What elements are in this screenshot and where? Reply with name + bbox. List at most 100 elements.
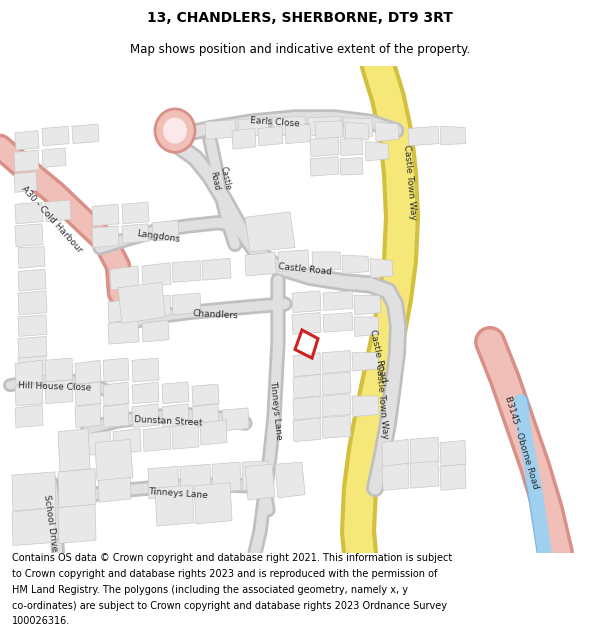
Text: Tinneys Lane: Tinneys Lane (148, 487, 208, 500)
Polygon shape (322, 372, 351, 395)
Polygon shape (155, 485, 194, 526)
Text: School Drive: School Drive (41, 494, 58, 552)
Polygon shape (18, 246, 45, 268)
Polygon shape (315, 121, 343, 139)
Polygon shape (103, 382, 129, 406)
Polygon shape (292, 312, 321, 334)
Text: Castle Town Way: Castle Town Way (402, 144, 418, 221)
Polygon shape (278, 250, 309, 271)
Text: Hill House Close: Hill House Close (18, 381, 92, 392)
Polygon shape (343, 118, 373, 138)
Polygon shape (238, 118, 269, 137)
Polygon shape (408, 126, 439, 146)
Polygon shape (375, 122, 399, 141)
Polygon shape (382, 439, 409, 466)
Polygon shape (142, 295, 171, 317)
Polygon shape (194, 482, 232, 524)
Polygon shape (18, 291, 47, 315)
Polygon shape (18, 356, 47, 377)
Polygon shape (132, 404, 159, 428)
Polygon shape (118, 282, 165, 324)
Polygon shape (352, 352, 379, 371)
Polygon shape (95, 439, 133, 481)
Text: 100026316.: 100026316. (12, 616, 70, 625)
Polygon shape (58, 504, 96, 543)
Polygon shape (323, 312, 353, 332)
Polygon shape (162, 382, 189, 404)
Polygon shape (192, 404, 219, 428)
Polygon shape (58, 429, 90, 472)
Polygon shape (14, 172, 37, 192)
Polygon shape (72, 124, 99, 144)
Polygon shape (15, 360, 43, 384)
Polygon shape (310, 157, 339, 176)
Polygon shape (354, 317, 379, 336)
Text: Castle Road: Castle Road (368, 329, 388, 383)
Text: Langdons: Langdons (136, 229, 180, 244)
Polygon shape (323, 291, 353, 311)
Polygon shape (245, 464, 275, 500)
Polygon shape (202, 259, 231, 280)
Polygon shape (242, 461, 269, 490)
Polygon shape (310, 137, 339, 157)
Polygon shape (108, 320, 139, 344)
Text: Chandlers: Chandlers (192, 309, 238, 321)
Polygon shape (352, 396, 379, 417)
Polygon shape (82, 431, 111, 456)
Polygon shape (45, 358, 73, 382)
Polygon shape (162, 404, 189, 428)
Text: Tinneys Lane: Tinneys Lane (268, 380, 284, 440)
Polygon shape (308, 116, 341, 136)
Polygon shape (180, 464, 211, 496)
Polygon shape (172, 261, 201, 282)
Polygon shape (142, 320, 169, 342)
Polygon shape (98, 468, 131, 502)
Polygon shape (58, 469, 96, 508)
Polygon shape (132, 358, 159, 382)
Polygon shape (92, 226, 119, 248)
Polygon shape (293, 374, 321, 398)
Polygon shape (103, 404, 129, 428)
Polygon shape (340, 158, 363, 175)
Polygon shape (322, 416, 351, 438)
Polygon shape (12, 508, 56, 546)
Text: co-ordinates) are subject to Crown copyright and database rights 2023 Ordnance S: co-ordinates) are subject to Crown copyr… (12, 601, 447, 611)
Polygon shape (75, 404, 101, 428)
Polygon shape (322, 394, 351, 417)
Polygon shape (410, 438, 439, 464)
Polygon shape (143, 426, 171, 451)
Circle shape (163, 118, 187, 144)
Polygon shape (440, 126, 466, 145)
Polygon shape (45, 200, 71, 222)
Polygon shape (192, 384, 219, 406)
Text: Dunstan Street: Dunstan Street (134, 414, 202, 428)
Polygon shape (18, 269, 46, 291)
Polygon shape (245, 252, 276, 276)
Text: to Crown copyright and database rights 2023 and is reproduced with the permissio: to Crown copyright and database rights 2… (12, 569, 437, 579)
Polygon shape (410, 461, 439, 488)
Polygon shape (245, 212, 295, 252)
Polygon shape (110, 266, 139, 290)
Polygon shape (15, 383, 43, 406)
Polygon shape (103, 358, 129, 382)
Text: Earls Close: Earls Close (250, 116, 300, 128)
Polygon shape (312, 252, 341, 271)
Polygon shape (345, 122, 369, 141)
Polygon shape (292, 291, 321, 312)
Polygon shape (205, 120, 236, 139)
Polygon shape (42, 126, 69, 146)
Polygon shape (15, 224, 43, 246)
Text: A30 - Cold Harbour: A30 - Cold Harbour (20, 184, 84, 254)
Polygon shape (142, 262, 171, 287)
Circle shape (155, 109, 195, 152)
Text: Map shows position and indicative extent of the property.: Map shows position and indicative extent… (130, 42, 470, 56)
Polygon shape (108, 299, 139, 322)
Polygon shape (275, 462, 305, 498)
Polygon shape (342, 255, 369, 274)
Polygon shape (172, 293, 201, 315)
Polygon shape (382, 463, 409, 490)
Text: Castle Town Way: Castle Town Way (374, 363, 390, 439)
Polygon shape (12, 472, 56, 511)
Polygon shape (75, 360, 101, 384)
Polygon shape (440, 441, 466, 466)
